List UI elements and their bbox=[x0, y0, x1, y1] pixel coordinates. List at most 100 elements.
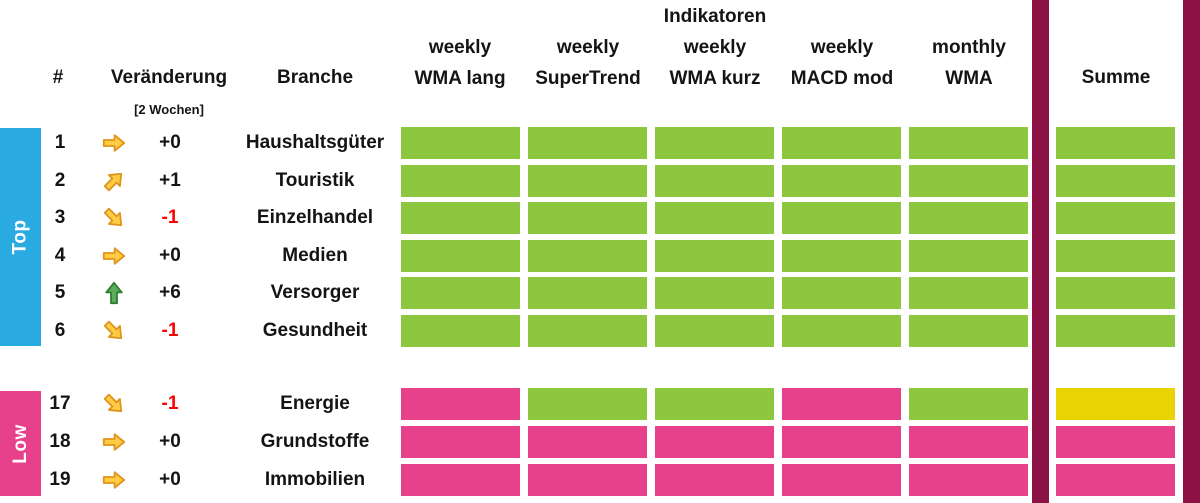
indicator-cell bbox=[528, 277, 647, 309]
row-trend-arrow bbox=[102, 131, 126, 155]
indicator-cell bbox=[782, 240, 901, 272]
column-header-macd-mod: weekly MACD mod bbox=[791, 37, 893, 90]
indicator-cell bbox=[909, 277, 1028, 309]
row-change-value: -1 bbox=[161, 320, 179, 341]
veraenderung-subheader: [2 Wochen] bbox=[134, 102, 204, 117]
row-rank: 3 bbox=[54, 207, 66, 228]
indicator-cell bbox=[655, 315, 774, 347]
indicator-cell bbox=[782, 127, 901, 159]
column-header-wma-kurz: weekly WMA kurz bbox=[669, 37, 760, 90]
up-arrow-icon bbox=[105, 281, 123, 305]
row-rank: 6 bbox=[54, 320, 66, 341]
table-row: 3 -1 Einzelhandel bbox=[0, 202, 1200, 234]
row-trend-arrow bbox=[102, 169, 126, 193]
summe-cell bbox=[1056, 165, 1175, 197]
column-header-line2: WMA lang bbox=[414, 68, 506, 89]
row-trend-arrow bbox=[102, 206, 126, 230]
up-right-arrow-icon bbox=[103, 172, 123, 192]
indicator-cell bbox=[401, 277, 520, 309]
indicator-cell bbox=[655, 426, 774, 458]
table-row: 17 -1 Energie bbox=[0, 388, 1200, 420]
right-arrow-icon bbox=[102, 247, 126, 265]
row-trend-arrow bbox=[102, 319, 126, 343]
indicator-cell bbox=[782, 315, 901, 347]
down-right-arrow-icon bbox=[103, 320, 123, 340]
indicator-cell bbox=[528, 388, 647, 420]
row-rank: 19 bbox=[49, 469, 71, 490]
indicator-cell bbox=[782, 277, 901, 309]
summe-cell bbox=[1056, 315, 1175, 347]
veraenderung-column-header: Veränderung bbox=[110, 67, 228, 88]
indicator-cell bbox=[782, 426, 901, 458]
row-branche-name: Energie bbox=[280, 393, 350, 414]
indicator-cell bbox=[655, 165, 774, 197]
indicator-cell bbox=[528, 464, 647, 496]
down-right-arrow-icon bbox=[103, 207, 123, 227]
summe-cell bbox=[1056, 426, 1175, 458]
indicator-cell bbox=[782, 464, 901, 496]
row-change-value: +0 bbox=[159, 132, 181, 153]
row-change-value: +0 bbox=[159, 431, 181, 452]
indicator-cell bbox=[528, 426, 647, 458]
indicator-cell bbox=[401, 165, 520, 197]
row-change-value: +6 bbox=[159, 282, 181, 303]
row-change-value: +0 bbox=[159, 245, 181, 266]
column-header-supertrend: weekly SuperTrend bbox=[535, 37, 641, 90]
column-header-line2: MACD mod bbox=[790, 68, 894, 89]
table-row: 6 -1 Gesundheit bbox=[0, 315, 1200, 347]
indicator-cell bbox=[655, 277, 774, 309]
column-header-line2: WMA kurz bbox=[669, 68, 761, 89]
column-header-line1: monthly bbox=[932, 37, 1006, 58]
summe-column-header: Summe bbox=[1081, 67, 1151, 88]
row-change-value: +0 bbox=[159, 469, 181, 490]
row-rank: 4 bbox=[54, 245, 66, 266]
column-header-line1: weekly bbox=[556, 37, 620, 58]
table-row: 1 +0 Haushaltsgüter bbox=[0, 127, 1200, 159]
row-branche-name: Gesundheit bbox=[262, 320, 368, 341]
table-row: 4 +0 Medien bbox=[0, 240, 1200, 272]
summe-cell bbox=[1056, 388, 1175, 420]
indicator-cell bbox=[909, 202, 1028, 234]
row-branche-name: Medien bbox=[282, 245, 348, 266]
indicator-cell bbox=[401, 464, 520, 496]
summe-cell bbox=[1056, 464, 1175, 496]
rank-column-header: # bbox=[52, 67, 64, 88]
row-branche-name: Immobilien bbox=[264, 469, 366, 490]
branche-column-header: Branche bbox=[276, 67, 354, 88]
row-rank: 1 bbox=[54, 132, 66, 153]
column-header-line2: WMA bbox=[945, 68, 993, 89]
table-row: 19 +0 Immobilien bbox=[0, 464, 1200, 496]
indicator-cell bbox=[655, 388, 774, 420]
row-rank: 2 bbox=[54, 170, 66, 191]
indicator-cell bbox=[528, 165, 647, 197]
right-arrow-icon bbox=[102, 134, 126, 152]
row-branche-name: Grundstoffe bbox=[260, 431, 370, 452]
row-branche-name: Versorger bbox=[270, 282, 360, 303]
indicator-cell bbox=[528, 240, 647, 272]
indicator-cell bbox=[655, 464, 774, 496]
indicator-cell bbox=[401, 127, 520, 159]
indicator-cell bbox=[909, 388, 1028, 420]
indicator-cell bbox=[528, 202, 647, 234]
indicator-cell bbox=[909, 127, 1028, 159]
row-trend-arrow bbox=[102, 468, 126, 492]
divider-bar-left bbox=[1032, 0, 1049, 503]
summe-cell bbox=[1056, 127, 1175, 159]
indicator-cell bbox=[909, 426, 1028, 458]
indicator-cell bbox=[401, 388, 520, 420]
summe-cell bbox=[1056, 277, 1175, 309]
indicator-cell bbox=[401, 426, 520, 458]
indicator-cell bbox=[401, 315, 520, 347]
table-row: 2 +1 Touristik bbox=[0, 165, 1200, 197]
row-trend-arrow bbox=[102, 430, 126, 454]
right-arrow-icon bbox=[102, 471, 126, 489]
divider-bar-right bbox=[1183, 0, 1200, 503]
column-header-line2: SuperTrend bbox=[535, 68, 641, 89]
row-trend-arrow bbox=[102, 244, 126, 268]
column-header-line1: weekly bbox=[683, 37, 747, 58]
indicator-cell bbox=[909, 315, 1028, 347]
column-header-wma-lang: weekly WMA lang bbox=[414, 37, 505, 90]
indicator-cell bbox=[782, 165, 901, 197]
row-rank: 18 bbox=[49, 431, 71, 452]
